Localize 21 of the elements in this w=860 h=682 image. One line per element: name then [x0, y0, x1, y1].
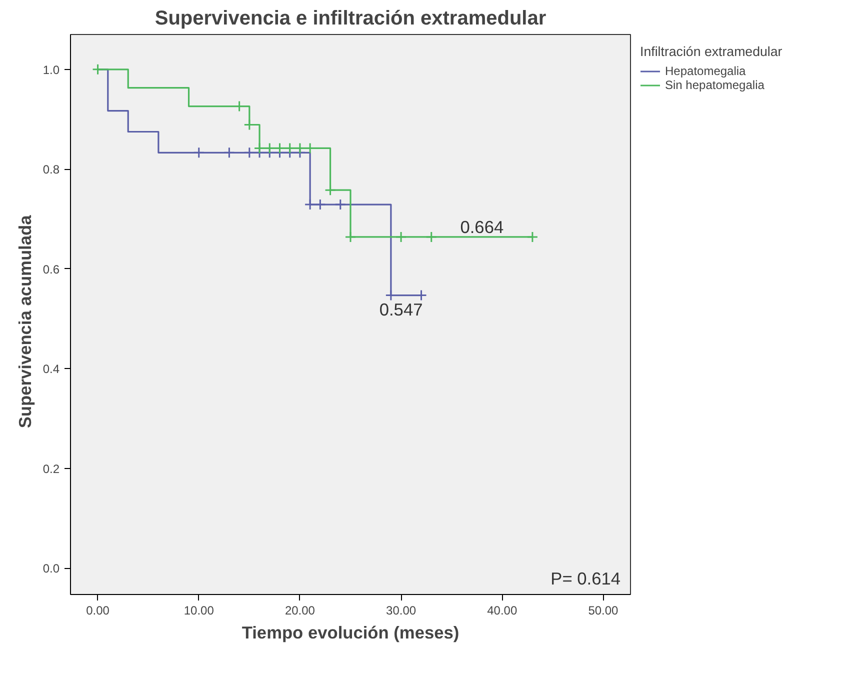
x-tick-label: 10.00 — [184, 604, 214, 618]
annotation: 0.547 — [379, 299, 423, 320]
legend-title: Infiltración extramedular — [640, 44, 782, 59]
x-tick-label: 30.00 — [386, 604, 416, 618]
y-axis-title: Supervivencia acumulada — [14, 214, 35, 428]
chart-title: Supervivencia e infiltración extramedular — [154, 8, 546, 30]
y-tick-label: 1.0 — [42, 62, 60, 77]
x-tick-label: 40.00 — [487, 604, 518, 618]
x-tick-label: 0.00 — [86, 604, 110, 618]
y-tick-label: 0.4 — [42, 362, 60, 376]
y-tick-label: 0.2 — [42, 462, 60, 476]
x-tick-label: 20.00 — [284, 604, 316, 618]
legend-label: Sin hepatomegalia — [665, 78, 764, 92]
annotation: 0.664 — [460, 216, 504, 237]
y-tick-label: 0.8 — [42, 162, 60, 177]
y-tick-label: 0.0 — [42, 562, 60, 576]
x-axis-title: Tiempo evolución (meses) — [242, 622, 460, 642]
legend-label: Hepatomegalia — [665, 64, 746, 78]
annotation: P= 0.614 — [550, 568, 621, 588]
x-tick-label: 50.00 — [588, 604, 619, 618]
y-tick-label: 0.6 — [42, 262, 60, 276]
